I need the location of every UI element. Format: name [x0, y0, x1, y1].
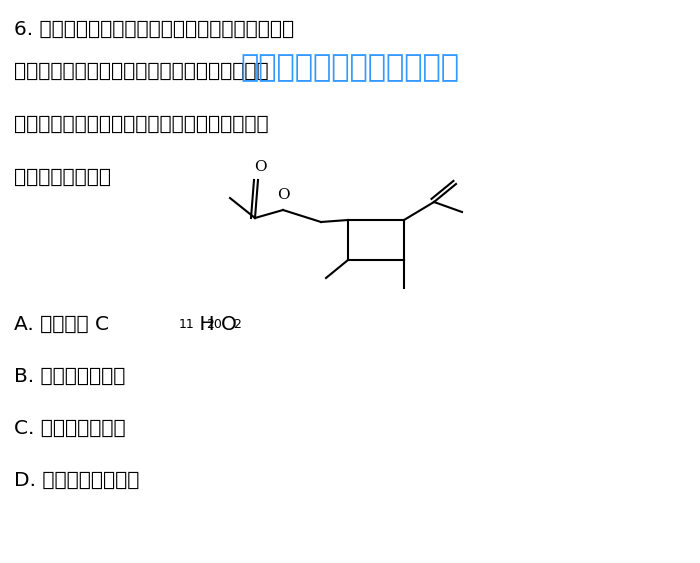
Text: 微信公众号关注：趣找答案: 微信公众号关注：趣找答案 — [241, 53, 459, 82]
Text: H: H — [193, 315, 215, 334]
Text: 6. 昆虫信息素是昆虫之间传递信号的化学物质。人: 6. 昆虫信息素是昆虫之间传递信号的化学物质。人 — [14, 20, 294, 39]
Text: 11: 11 — [179, 318, 195, 331]
Text: B. 可发生水解反应: B. 可发生水解反应 — [14, 367, 125, 386]
Text: O: O — [221, 315, 237, 334]
Text: 物的说法错误的是: 物的说法错误的是 — [14, 168, 111, 187]
Text: 种信息素分子的结构简式如图所示，关于该化合: 种信息素分子的结构简式如图所示，关于该化合 — [14, 115, 269, 134]
Text: 工合成信息素可用于诱捕害虫、测报虫情等。一: 工合成信息素可用于诱捕害虫、测报虫情等。一 — [14, 62, 269, 81]
Text: 20: 20 — [206, 318, 222, 331]
Text: C. 可发生加聚反应: C. 可发生加聚反应 — [14, 419, 125, 438]
Text: 2: 2 — [233, 318, 241, 331]
Text: O: O — [276, 188, 289, 202]
Text: D. 具有一定的挥发性: D. 具有一定的挥发性 — [14, 471, 139, 490]
Text: O: O — [253, 160, 266, 174]
Text: A. 分子式为 C: A. 分子式为 C — [14, 315, 109, 334]
